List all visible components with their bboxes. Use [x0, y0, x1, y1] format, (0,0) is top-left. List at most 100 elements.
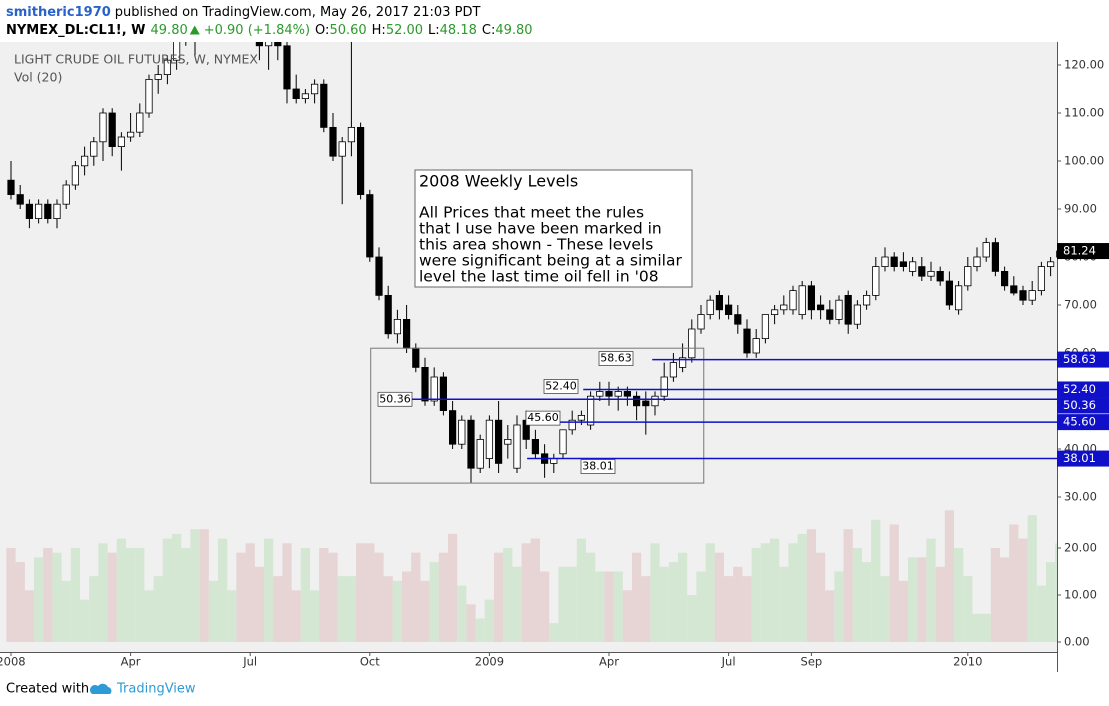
- volume-bar: [107, 552, 117, 642]
- volume-bar: [1018, 538, 1028, 642]
- candle-body: [826, 309, 834, 320]
- level-label-box: [377, 391, 413, 407]
- candle-body: [531, 439, 540, 455]
- candle-body: [623, 391, 632, 397]
- volume-bar: [668, 562, 678, 642]
- author[interactable]: smitheric1970: [6, 5, 111, 20]
- candle-body: [1047, 261, 1055, 267]
- candle-body: [255, 42, 264, 47]
- volume-bar: [678, 552, 688, 642]
- note-line: that I use have been marked in: [419, 220, 662, 238]
- candle-body: [945, 280, 954, 306]
- volume-bar: [521, 543, 531, 642]
- volume-bar: [365, 543, 375, 642]
- candle-body: [918, 266, 926, 277]
- candle-body: [467, 419, 475, 469]
- candle-body: [706, 299, 714, 315]
- candle-body: [725, 304, 733, 315]
- candle-body: [90, 141, 98, 157]
- candle-body: [476, 439, 484, 469]
- volume-bar: [208, 580, 218, 642]
- volume-bar: [816, 552, 826, 642]
- volume-bar: [990, 547, 1000, 642]
- candle-body: [356, 126, 365, 195]
- tradingview-logo[interactable]: [90, 683, 112, 694]
- candle-body: [1019, 290, 1027, 301]
- ohlc-key: O:: [315, 23, 329, 38]
- volume-bar: [429, 562, 439, 642]
- ohlc-key: L:: [428, 23, 440, 38]
- volume-bar: [80, 599, 90, 642]
- x-tick-label: 2008: [0, 655, 26, 669]
- level-label-box: [598, 351, 634, 366]
- note-box: [414, 169, 693, 288]
- volume-bar: [1055, 543, 1057, 642]
- candle-body: [71, 165, 79, 186]
- volume-bar: [944, 510, 954, 642]
- x-tick-label: Apr: [121, 655, 141, 669]
- level-label-box: [525, 410, 561, 426]
- candle-body: [890, 256, 898, 267]
- candle-body: [320, 83, 328, 128]
- candle-body: [697, 314, 705, 330]
- candle-body: [421, 367, 429, 402]
- candle-body: [734, 314, 742, 325]
- level-axis-tag: [1057, 450, 1109, 467]
- volume-bar: [448, 533, 458, 642]
- y-tick-label: 110.00: [1064, 105, 1104, 119]
- volume-bar: [512, 566, 522, 642]
- series-title: LIGHT CRUDE OIL FUTURES, W, NYMEX: [14, 52, 258, 67]
- volume-bar: [126, 547, 136, 642]
- candle-body: [835, 299, 843, 320]
- volume-bar: [494, 552, 504, 642]
- candle-body: [163, 59, 171, 75]
- volume-bar: [475, 618, 485, 642]
- candle-body: [412, 347, 420, 368]
- candle-body: [301, 93, 310, 99]
- volume-bar: [392, 580, 402, 642]
- footer-brand[interactable]: TradingView: [116, 682, 196, 697]
- volume-bar: [116, 538, 126, 642]
- candle-body: [752, 338, 760, 354]
- candle-body: [1001, 270, 1009, 287]
- volume-bar: [34, 557, 44, 642]
- volume-bar: [273, 576, 283, 642]
- volume-bar: [622, 590, 632, 642]
- candle-body: [807, 285, 816, 311]
- volume-bar: [466, 604, 476, 642]
- candle-body: [669, 362, 678, 378]
- candle-body: [614, 391, 622, 397]
- volume-bar: [843, 529, 853, 642]
- candle-body: [366, 194, 374, 258]
- candle-body: [798, 285, 806, 315]
- header-line: smitheric1970 published on TradingView.co…: [6, 5, 480, 20]
- candle-body: [117, 136, 125, 147]
- volume-bar: [540, 571, 550, 642]
- volume-bar: [530, 538, 540, 642]
- last: 49.80: [151, 23, 188, 38]
- candle-body: [688, 328, 696, 359]
- note-title: 2008 Weekly Levels: [419, 172, 578, 191]
- volume-bar: [558, 566, 568, 642]
- x-tick-label: Oct: [360, 655, 380, 669]
- up-arrow: [189, 25, 200, 35]
- candle-body: [25, 203, 34, 219]
- volume-bar: [549, 623, 559, 642]
- candle-body: [172, 42, 181, 61]
- candle-body: [35, 203, 43, 219]
- volume-bar: [227, 590, 237, 642]
- candle-body: [274, 42, 282, 47]
- candle-body: [145, 78, 153, 114]
- candle-body: [154, 74, 162, 80]
- candle-body: [660, 376, 668, 397]
- volume-bar: [797, 533, 807, 642]
- volume-bar: [687, 594, 697, 642]
- candle-body: [264, 42, 273, 47]
- level-axis-tag: [1057, 351, 1109, 368]
- level-axis-tag-label: 52.40: [1063, 382, 1096, 396]
- candle-body: [982, 242, 990, 258]
- volume-bar: [135, 547, 145, 642]
- candle-body: [964, 266, 972, 287]
- level-axis-tag-label: 38.01: [1063, 451, 1096, 465]
- published: published on TradingView.com, May 26, 20…: [115, 5, 481, 20]
